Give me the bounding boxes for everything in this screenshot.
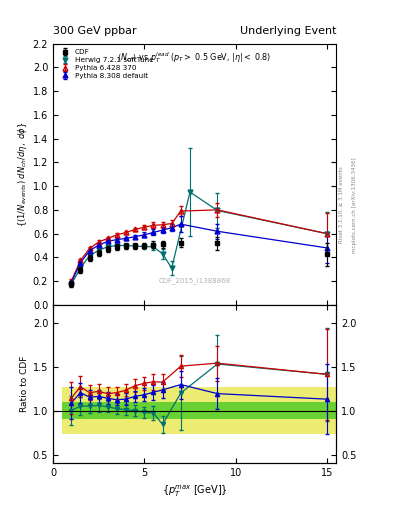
X-axis label: $\{p_T^{max}$ [GeV]$\}$: $\{p_T^{max}$ [GeV]$\}$ — [162, 484, 228, 499]
Y-axis label: $\{(1/N_{events})\ dN_{ch}/d\eta,\ d\phi\}$: $\{(1/N_{events})\ dN_{ch}/d\eta,\ d\phi… — [16, 121, 29, 227]
Bar — [62, 387, 172, 434]
Text: Underlying Event: Underlying Event — [239, 26, 336, 36]
Bar — [172, 402, 226, 419]
Bar — [62, 402, 172, 419]
Text: Rivet 3.1.10, ≥ 3.1M events: Rivet 3.1.10, ≥ 3.1M events — [339, 166, 344, 243]
Text: $\langle N_{ch}\rangle$ vs $p_T^{lead}$ ($p_T >$ 0.5 GeV, $|\eta| <$ 0.8): $\langle N_{ch}\rangle$ vs $p_T^{lead}$ … — [118, 50, 272, 65]
Bar — [172, 387, 226, 434]
Text: 300 GeV ppbar: 300 GeV ppbar — [53, 26, 137, 36]
Legend: CDF, Herwig 7.2.1 softTune, Pythia 6.428 370, Pythia 8.308 default: CDF, Herwig 7.2.1 softTune, Pythia 6.428… — [57, 47, 156, 81]
Y-axis label: Ratio to CDF: Ratio to CDF — [20, 356, 29, 412]
Bar — [226, 387, 336, 434]
Text: mcplots.cern.ch [arXiv:1306.3436]: mcplots.cern.ch [arXiv:1306.3436] — [352, 157, 357, 252]
Text: CDF_2015_I1388868: CDF_2015_I1388868 — [158, 278, 231, 284]
Bar — [226, 402, 336, 419]
